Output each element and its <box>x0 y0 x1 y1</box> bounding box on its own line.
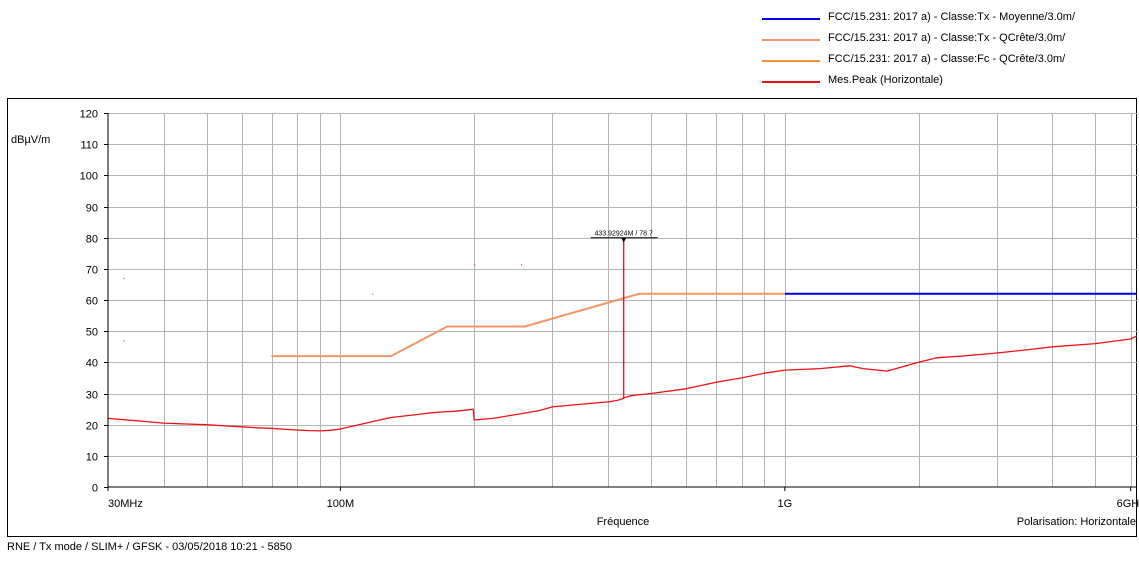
y-tick-label: 100 <box>80 171 98 183</box>
y-tick-label: 80 <box>86 234 98 246</box>
stray-point <box>123 340 125 342</box>
chart-frame <box>7 98 1137 537</box>
y-tick-label: 10 <box>86 452 98 464</box>
x-tick-label: 30MHz <box>108 498 143 510</box>
legend-label-tx-moyenne: FCC/15.231: 2017 a) - Classe:Tx - Moyenn… <box>828 11 1075 23</box>
marker-label: 433.92924M / 78.7 <box>594 231 652 238</box>
chart-ticks: 0 10 20 30 40 50 60 70 80 90 100 110 120 30MHz 100M 1G 6… <box>80 109 1139 511</box>
legend-label-tx-qcrete: FCC/15.231: 2017 a) - Classe:Tx - QCrête… <box>828 32 1066 44</box>
emission-chart: 0 10 20 30 40 50 60 70 80 90 100 110 120 30MHz 100M 1G 6… <box>11 109 1139 529</box>
stray-point <box>474 264 476 266</box>
x-tick-label: 100M <box>327 498 355 510</box>
stray-point <box>372 293 374 295</box>
y-tick-label: 70 <box>86 265 98 277</box>
legend-label-fc-qcrete: FCC/15.231: 2017 a) - Classe:Fc - QCrête… <box>828 53 1066 65</box>
footer-info: RNE / Tx mode / SLIM+ / GFSK - 03/05/201… <box>7 541 293 553</box>
y-tick-label: 60 <box>86 296 98 308</box>
legend-swatch-mes-peak <box>762 81 820 83</box>
chart-series <box>107 241 1138 432</box>
y-tick-label: 110 <box>80 140 98 152</box>
legend-label-mes-peak: Mes.Peak (Horizontale) <box>828 74 943 86</box>
y-tick-label: 120 <box>80 109 98 121</box>
stray-point <box>123 278 125 280</box>
polarisation-note: Polarisation: Horizontale <box>1017 516 1136 528</box>
x-tick-label: 6GHz <box>1117 498 1139 510</box>
y-tick-label: 50 <box>86 327 98 339</box>
marker-pointer <box>621 237 627 243</box>
series-tx-qcrete <box>271 292 785 358</box>
y-tick-label: 30 <box>86 390 98 402</box>
legend-swatch-tx-moyenne <box>762 18 820 20</box>
series-mes-peak <box>107 241 1138 432</box>
y-tick-label: 40 <box>86 358 98 370</box>
y-tick-label: 90 <box>86 203 98 215</box>
y-tick-label: 0 <box>92 483 98 495</box>
x-tick-label: 1G <box>777 498 792 510</box>
chart-grid <box>108 113 1137 487</box>
legend-swatch-tx-qcrete <box>762 39 820 41</box>
y-tick-label: 20 <box>86 421 98 433</box>
stray-point <box>521 264 523 266</box>
y-unit-label: dBµV/m <box>11 134 50 146</box>
legend-swatch-fc-qcrete <box>762 60 820 62</box>
x-axis-label: Fréquence <box>597 516 650 528</box>
